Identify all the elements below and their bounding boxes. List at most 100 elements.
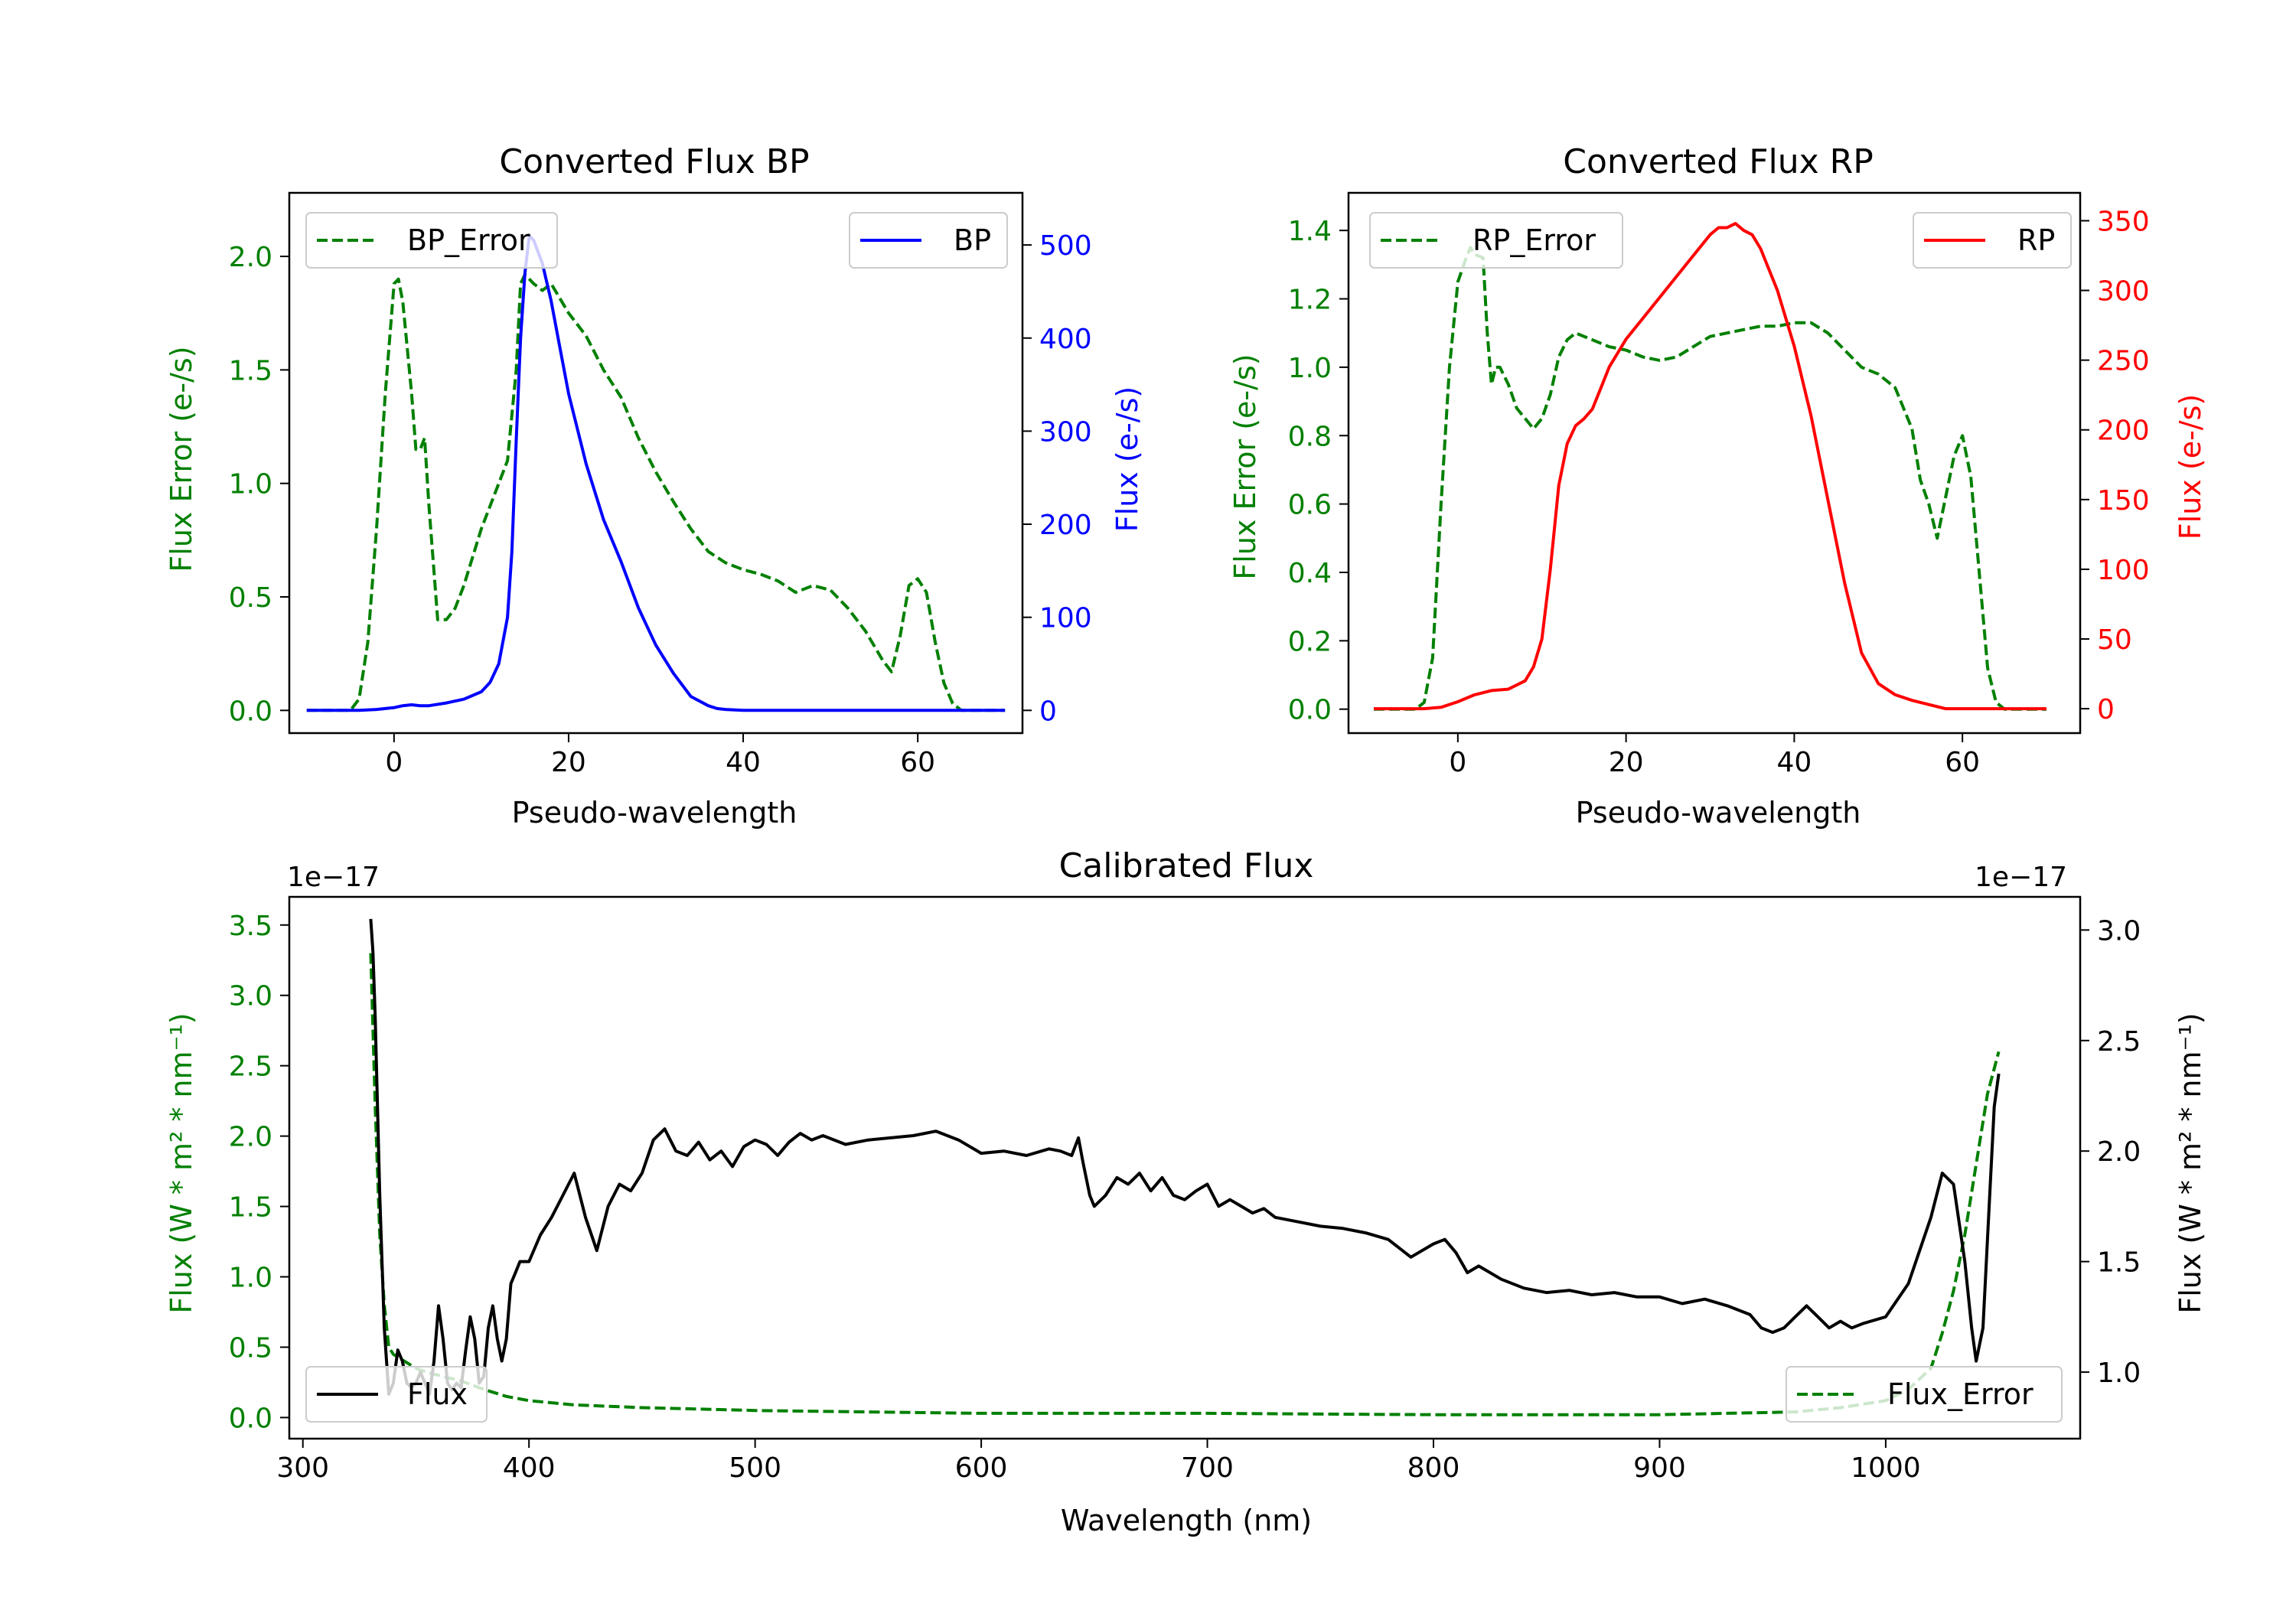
- cal-right-tick-label: 1.0: [2097, 1358, 2141, 1389]
- bp-right-tick-label: 100: [1039, 603, 1092, 634]
- cal-x-tick-label: 800: [1407, 1452, 1460, 1484]
- rp-left-tick-label: 1.0: [1288, 353, 1332, 384]
- cal-left-offset-label: 1e−17: [287, 862, 380, 893]
- cal-legend-flux-label: Flux: [407, 1377, 468, 1411]
- cal-x-tick-label: 500: [729, 1452, 781, 1484]
- rp-right-tick-label: 250: [2097, 346, 2150, 377]
- cal-left-tick-label: 3.0: [229, 981, 272, 1012]
- cal-right-axis-label: Flux (W * m² * nm⁻¹): [2174, 1012, 2207, 1313]
- cal-legend-error-label: Flux_Error: [1887, 1377, 2033, 1411]
- bp-legend-flux-label: BP: [954, 223, 991, 257]
- bp-right-tick-label: 200: [1039, 510, 1092, 541]
- rp-x-tick-label: 60: [1945, 747, 1980, 778]
- rp-left-tick-label: 0.8: [1288, 421, 1332, 452]
- bp-legend-error-label: BP_Error: [407, 223, 530, 257]
- cal-right-tick-label: 2.5: [2097, 1026, 2141, 1058]
- rp-right-tick-label: 200: [2097, 416, 2150, 447]
- bp-x-tick-label: 0: [385, 747, 403, 778]
- rp-right-tick-label: 350: [2097, 206, 2150, 237]
- bp-title: Converted Flux BP: [499, 142, 809, 181]
- bp-x-tick-label: 60: [900, 747, 935, 778]
- rp-left-tick-label: 1.4: [1288, 216, 1332, 247]
- cal-right-offset-label: 1e−17: [1975, 862, 2067, 893]
- rp-x-tick-label: 40: [1776, 747, 1812, 778]
- rp-x-axis-label: Pseudo-wavelength: [1576, 796, 1861, 830]
- cal-x-tick-label: 900: [1633, 1452, 1686, 1484]
- rp-left-tick-label: 1.2: [1288, 285, 1332, 316]
- bp-left-axis-label: Flux Error (e-/s): [165, 346, 198, 572]
- rp-axes-frame: [1347, 191, 2082, 735]
- bp-x-tick-label: 20: [551, 747, 586, 778]
- rp-right-axis-label: Flux (e-/s): [2174, 394, 2207, 539]
- rp-legend-flux-box: [1913, 212, 2072, 269]
- rp-series-rp: [1374, 222, 2047, 711]
- cal-title: Calibrated Flux: [1059, 846, 1314, 885]
- rp-left-tick-label: 0.2: [1288, 626, 1332, 657]
- bp-legend-flux: BP: [849, 212, 1008, 269]
- cal-legend-error: Flux_Error: [1786, 1366, 2063, 1423]
- rp-right-tick-label: 300: [2097, 276, 2150, 308]
- bp-series-bp-error: [306, 272, 1006, 712]
- rp-legend-error-box: [1369, 212, 1623, 269]
- rp-right-tick-label: 150: [2097, 485, 2150, 517]
- cal-left-tick-label: 1.0: [229, 1263, 272, 1294]
- cal-x-tick-label: 400: [503, 1452, 556, 1484]
- cal-x-tick-label: 1000: [1851, 1452, 1921, 1484]
- cal-left-tick-label: 0.5: [229, 1332, 272, 1364]
- rp-legend-flux: RP: [1913, 212, 2072, 269]
- rp-title: Converted Flux RP: [1563, 142, 1874, 181]
- cal-left-tick-label: 2.5: [229, 1051, 272, 1083]
- rp-right-tick-label: 100: [2097, 555, 2150, 586]
- rp-plot-area: 0 20 40 60 0.0 0.2 0.4 0.6 0.8 1.0 1.2 1.4 0 50 100 150…: [1288, 191, 2150, 778]
- bp-left-tick-label: 0.0: [229, 696, 272, 727]
- bp-legend-error: BP_Error: [305, 212, 558, 269]
- rp-left-tick-label: 0.4: [1288, 558, 1332, 589]
- cal-series-flux: [369, 918, 2001, 1396]
- bp-right-axis-label: Flux (e-/s): [1110, 386, 1144, 532]
- panel-calibrated: Calibrated Flux 1e−17 1e−17 300 400 500 600…: [165, 846, 2207, 1537]
- bp-left-tick-label: 0.5: [229, 582, 272, 614]
- cal-right-tick-label: 2.0: [2097, 1136, 2141, 1168]
- cal-legend-flux-box: [305, 1366, 488, 1423]
- cal-left-tick-label: 0.0: [229, 1403, 272, 1434]
- cal-x-tick-label: 600: [955, 1452, 1008, 1484]
- rp-left-tick-label: 0.0: [1288, 695, 1332, 726]
- bp-series-bp: [306, 234, 1006, 712]
- bp-right-tick-label: 0: [1039, 696, 1057, 727]
- bp-left-tick-label: 1.5: [229, 355, 272, 386]
- cal-left-tick-label: 1.5: [229, 1192, 272, 1224]
- cal-left-tick-label: 3.5: [229, 911, 272, 942]
- cal-right-tick-label: 3.0: [2097, 915, 2141, 947]
- cal-plot-area: 300 400 500 600 700 800 900 1000 0.0 0.5 1.0 1.5 2.0…: [229, 895, 2141, 1484]
- rp-right-tick-label: 0: [2097, 694, 2115, 725]
- rp-legend-error: RP_Error: [1369, 212, 1623, 269]
- cal-legend-error-box: [1786, 1366, 2063, 1423]
- rp-left-tick-label: 0.6: [1288, 490, 1332, 521]
- bp-x-axis-label: Pseudo-wavelength: [512, 796, 797, 830]
- cal-series-flux-error: [369, 953, 2001, 1416]
- rp-left-axis-label: Flux Error (e-/s): [1228, 354, 1262, 579]
- rp-x-tick-label: 20: [1609, 747, 1644, 778]
- cal-left-axis-label: Flux (W * m² * nm⁻¹): [165, 1012, 198, 1313]
- rp-legend-flux-label: RP: [2017, 223, 2055, 257]
- bp-right-tick-label: 400: [1039, 324, 1092, 355]
- bp-right-tick-label: 300: [1039, 416, 1092, 448]
- cal-legend-flux: Flux: [305, 1366, 488, 1423]
- cal-x-axis-label: Wavelength (nm): [1061, 1504, 1312, 1537]
- cal-axes-frame: [288, 895, 2082, 1440]
- bp-plot-area: 0 20 40 60 0.0 0.5 1.0 1.5 2.0 0 100 200 300 400 500: [229, 191, 1092, 778]
- rp-legend-error-label: RP_Error: [1473, 223, 1596, 257]
- cal-left-tick-label: 2.0: [229, 1122, 272, 1153]
- bp-right-tick-label: 500: [1039, 230, 1092, 262]
- rp-x-tick-label: 0: [1449, 747, 1466, 778]
- cal-right-tick-label: 1.5: [2097, 1247, 2141, 1279]
- panel-rp: Converted Flux RP 0 20 40 60 0.0 0.2 0.4 0.6 0.8…: [1228, 142, 2207, 830]
- rp-right-tick-label: 50: [2097, 624, 2132, 656]
- bp-legend-flux-box: [849, 212, 1008, 269]
- cal-x-tick-label: 300: [276, 1452, 329, 1484]
- cal-x-tick-label: 700: [1181, 1452, 1234, 1484]
- bp-axes-frame: [288, 191, 1024, 735]
- panel-bp: Converted Flux BP 0 20 40 60 0.0 0.5 1.0 1.5 2.0…: [165, 142, 1144, 830]
- bp-legend-error-box: [305, 212, 558, 269]
